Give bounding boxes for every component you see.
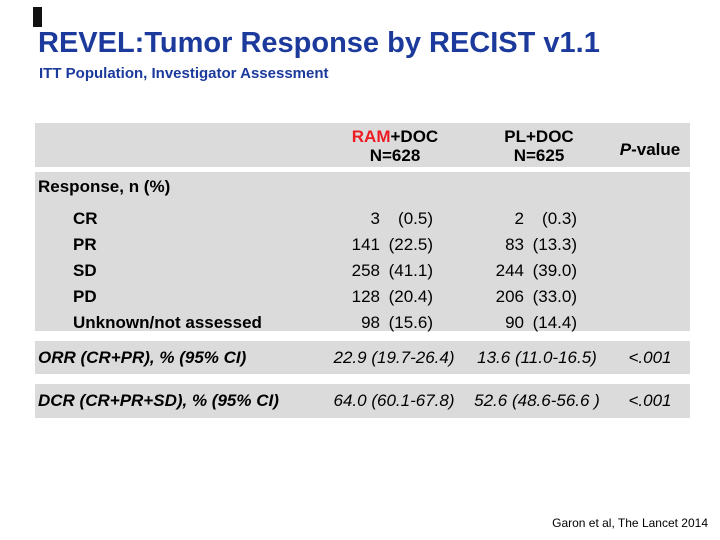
p-value: <.001	[628, 348, 672, 367]
table-row-sd: SD 258 (41.1) 244 (39.0)	[35, 258, 690, 284]
p-rest: -value	[631, 140, 681, 159]
column-header-ram-doc: RAM+DOC N=628	[315, 123, 475, 165]
section-heading: Response, n (%)	[38, 177, 171, 196]
table-row-pd: PD 128 (20.4) 206 (33.0)	[35, 284, 690, 310]
p-italic: P	[619, 140, 632, 159]
ram-count: 3	[370, 209, 380, 228]
ram-doc-label: RAM+DOC	[315, 127, 475, 146]
corner-mark	[33, 7, 42, 27]
pl-count: 244	[495, 261, 524, 280]
pl-percent: (14.4)	[532, 313, 577, 332]
ram-value: 22.9 (19.7-26.4)	[333, 348, 455, 367]
pl-percent: (39.0)	[532, 261, 577, 280]
pl-value: 52.6 (48.6-56.6 )	[474, 391, 600, 410]
pl-value: 13.6 (11.0-16.5)	[477, 348, 597, 367]
slide-title: REVEL:Tumor Response by RECIST v1.1	[38, 27, 600, 59]
ram-percent: (0.5)	[398, 209, 433, 228]
pl-n-count: N=625	[513, 146, 565, 165]
table-row-orr: ORR (CR+PR), % (95% CI) 22.9 (19.7-26.4)…	[35, 341, 690, 374]
p-value: <.001	[628, 391, 672, 410]
table-row-dcr: DCR (CR+PR+SD), % (95% CI) 64.0 (60.1-67…	[35, 384, 690, 418]
ram-count: 258	[351, 261, 380, 280]
row-label: PR	[73, 235, 97, 254]
pl-count: 83	[505, 235, 524, 254]
column-header-p-value: P-value	[613, 123, 687, 159]
row-label: ORR (CR+PR), % (95% CI)	[38, 348, 247, 367]
ram-percent: (15.6)	[388, 313, 433, 332]
row-label: Unknown/not assessed	[73, 313, 262, 332]
citation: Garon et al, The Lancet 2014	[552, 516, 708, 530]
ram-count: 98	[361, 313, 380, 332]
table-header-row: RAM+DOC N=628 PL+DOC N=625 P-value	[35, 123, 690, 167]
table-row-unknown: Unknown/not assessed 98 (15.6) 90 (14.4)	[35, 310, 690, 336]
table-row-pr: PR 141 (22.5) 83 (13.3)	[35, 232, 690, 258]
table-row-cr: CR 3 (0.5) 2 (0.3)	[35, 206, 690, 232]
pl-count: 2	[514, 209, 524, 228]
pl-count: 206	[495, 287, 524, 306]
row-label: CR	[73, 209, 98, 228]
row-label: PD	[73, 287, 97, 306]
ram-percent: (41.1)	[388, 261, 433, 280]
ram-percent: (22.5)	[388, 235, 433, 254]
pl-count: 90	[505, 313, 524, 332]
row-label: SD	[73, 261, 97, 280]
ram-rest: +DOC	[390, 127, 439, 146]
row-label: DCR (CR+PR+SD), % (95% CI)	[38, 391, 279, 410]
response-section: Response, n (%) CR 3 (0.5) 2 (0.3) PR 14…	[35, 172, 690, 332]
pl-doc-label: PL+DOC	[504, 127, 574, 146]
slide-subtitle: ITT Population, Investigator Assessment	[39, 65, 329, 82]
ram-highlight: RAM	[351, 127, 391, 146]
ram-count: 128	[351, 287, 380, 306]
pl-percent: (13.3)	[532, 235, 577, 254]
ram-percent: (20.4)	[388, 287, 433, 306]
pl-percent: (33.0)	[532, 287, 577, 306]
column-header-pl-doc: PL+DOC N=625	[459, 123, 619, 165]
ram-n-count: N=628	[369, 146, 421, 165]
ram-count: 141	[351, 235, 380, 254]
pl-percent: (0.3)	[542, 209, 577, 228]
ram-value: 64.0 (60.1-67.8)	[333, 391, 455, 410]
